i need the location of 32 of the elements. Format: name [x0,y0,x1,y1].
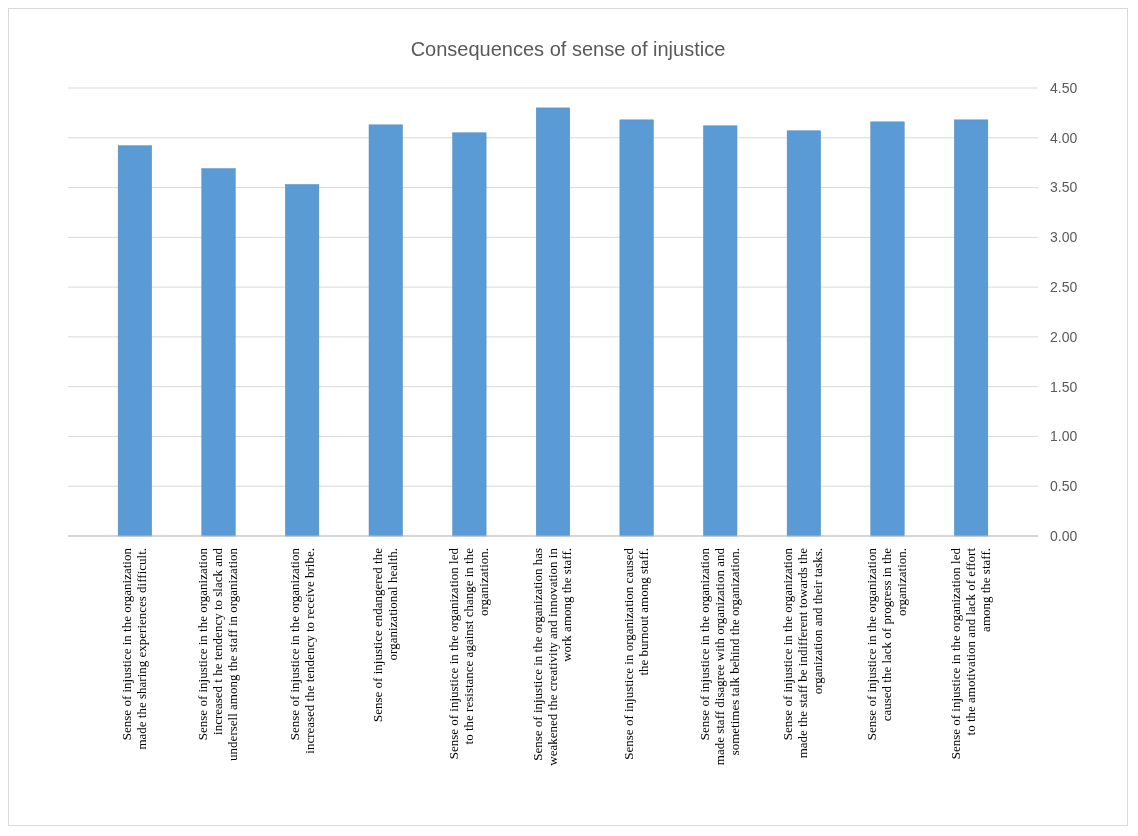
y-tick-label: 0.50 [1050,478,1078,495]
x-tick-label: Sense of injustice endangered the organizational health. [370,547,401,722]
bar [703,125,738,537]
y-tick-label: 4.50 [1050,79,1078,96]
bar [619,119,654,537]
x-tick-label: Sense of injustice in the organization has weakened the creativity and innovation in work among the staff. [529,547,575,766]
x-tick-label: Sense of injustice in the organization made staff disagree with organization and sometimes talk behind the organization. [696,547,742,766]
y-tick-label: 3.00 [1050,229,1078,246]
bar [201,168,236,537]
y-tick-label: 1.00 [1050,428,1078,445]
y-tick-label: 2.00 [1050,328,1078,345]
y-tick-label: 0.00 [1050,527,1078,544]
bar [285,184,320,537]
y-tick-label: 1.50 [1050,378,1078,395]
bar [536,107,570,537]
y-tick-label: 2.50 [1050,279,1078,296]
x-tick-label: Sense of injustice in the organization led to the amotivation and lack of effort among the staff. [947,547,993,760]
chart-title: Consequences of sense of injustice [410,38,726,60]
x-tick-label: Sense of injustice in the organization made the staff be indifferent towards the organization and their tasks. [780,547,826,759]
x-tick-label: Sense of injustice in organization caused the burnout among staff. [621,547,652,760]
x-tick-label: Sense of injustice in the organization led to the resistance against change in the organization. [445,547,491,760]
bar [954,119,989,537]
bar [786,130,821,537]
x-tick-label: Sense of injustice in the organization caused the lack of progress in the organization. [864,547,909,741]
y-tick-label: 4.00 [1050,129,1078,146]
x-tick-label: Sense of injustice in the organization made the sharing experiences difficult. [119,547,150,750]
x-tick-label: Sense of injustice in the organization increased the tendency to receive bribe. [286,547,317,754]
bar [117,145,152,537]
y-tick-label: 3.50 [1050,179,1078,196]
bar [870,121,905,537]
bar [452,132,487,537]
bar [368,124,403,537]
